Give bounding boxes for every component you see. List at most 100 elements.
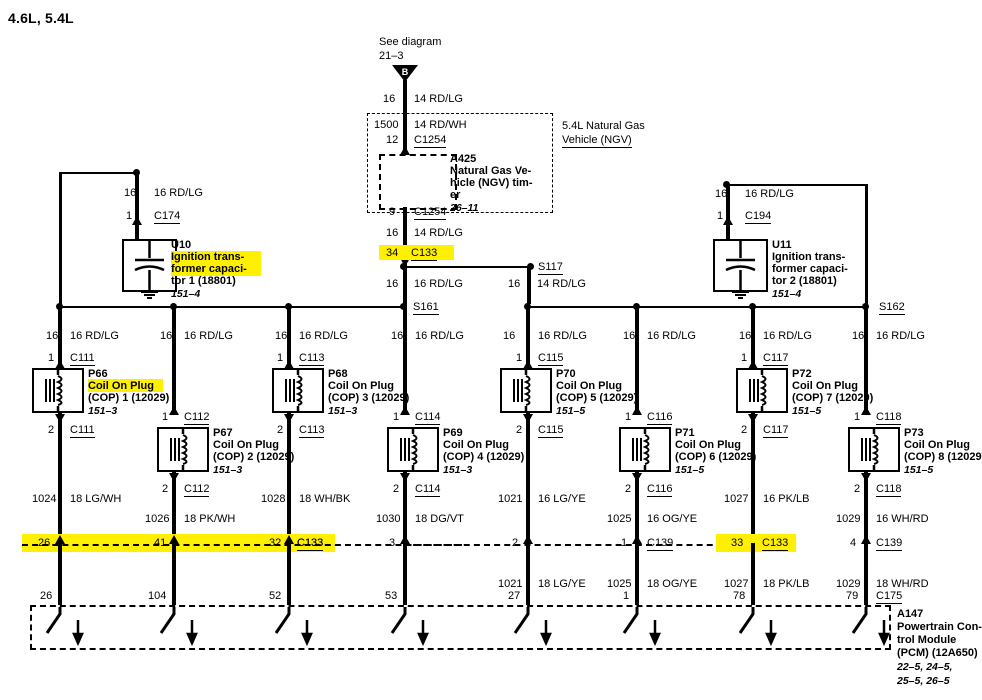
u10-connector: C174 (154, 210, 181, 224)
wire-p66-top (58, 306, 62, 368)
ngv-in-wire: 14 RD/WH (414, 119, 467, 131)
p72-id: P72 (792, 368, 812, 380)
wire-p68-out (287, 413, 291, 543)
ngv-feed-wire: 14 RD/LG (414, 93, 463, 105)
p70-ref: 151–5 (556, 405, 586, 417)
p71-out-circuit: 1025 (607, 513, 632, 525)
arrow-p71-in-icon (632, 406, 642, 415)
p68-top-pin: 1 (277, 352, 284, 364)
p72-desc: (COP) 7 (12029) (792, 392, 874, 404)
wire-p71-top (635, 306, 639, 414)
p73-low-circuit: 1029 (836, 578, 861, 590)
p70-pcm-pin: 27 (508, 590, 521, 602)
p68-mid-pin: 32 (269, 537, 282, 549)
wire-p67-top (172, 306, 176, 414)
p67-bot-connector: C112 (184, 483, 210, 497)
p73-bot-connector: C118 (876, 483, 902, 497)
p73-low-wire: 18 WH/RD (876, 578, 929, 590)
u10-name-1: Ignition trans- (171, 251, 245, 263)
arrow-ngv-out-icon (400, 258, 410, 267)
wire-p71-to-pcm (635, 543, 639, 605)
coil-p67-symbol-icon (170, 427, 188, 472)
p72-out-circuit: 1027 (724, 493, 749, 505)
u11-ref: 151–4 (772, 288, 802, 300)
p66-top-connector: C111 (70, 352, 95, 366)
p68-bot-connector: C113 (299, 424, 325, 438)
p70-id: P70 (556, 368, 576, 380)
u10-ground-bar-2 (144, 294, 155, 296)
p66-out-circuit: 1024 (32, 493, 57, 505)
capacitor-u10-symbol-icon (134, 239, 165, 292)
ngv-in-circuit: 1500 (374, 119, 399, 131)
p70-top-wire: 16 RD/LG (538, 330, 587, 342)
u10-id: U10 (171, 239, 192, 251)
ngv-timer-box (379, 154, 457, 210)
coil-p70-box (500, 368, 552, 413)
p71-low-circuit: 1025 (607, 578, 632, 590)
p73-top-pin: 1 (854, 411, 861, 423)
p71-top-wire: 16 RD/LG (647, 330, 696, 342)
ngv-out-connector: C1254 (414, 206, 447, 220)
ngv-in-pin: 12 (386, 134, 399, 146)
arrow-c139-1-icon (632, 535, 642, 544)
wire-u10-top-bracket (60, 172, 138, 174)
wire-p73-top (864, 306, 868, 414)
connector-line-c133-left (22, 544, 462, 546)
wire-p73-to-pcm (864, 543, 868, 605)
pcm-driver-symbols-icon (45, 607, 890, 647)
p73-out-wire: 16 WH/RD (876, 513, 929, 525)
wire-u11-right-riser (865, 184, 868, 306)
pcm-name-1: Powertrain Con- (897, 621, 982, 633)
wire-p69-out (403, 472, 407, 543)
ngv-feed-circuit: 16 (383, 93, 396, 105)
s117-circuit: 16 (508, 278, 521, 290)
p70-out-wire: 16 LG/YE (538, 493, 586, 505)
p72-bot-pin: 2 (741, 424, 748, 436)
p68-ref: 151–3 (328, 405, 358, 417)
p70-top-circuit: 16 (503, 330, 516, 342)
coil-p66-symbol-icon (45, 368, 63, 413)
p68-out-circuit: 1028 (261, 493, 286, 505)
p69-bot-connector: C114 (415, 483, 441, 497)
pcm-name-2: trol Module (897, 634, 957, 646)
p66-id: P66 (88, 368, 108, 380)
p68-pcm-pin: 52 (269, 590, 282, 602)
p72-name: Coil On Plug (792, 380, 858, 392)
p69-top-pin: 1 (393, 411, 400, 423)
arrow-c133-26-icon (55, 535, 65, 544)
pcm-name-3: (PCM) (12A650) (897, 647, 978, 659)
ngv-in-connector: C1254 (414, 134, 447, 148)
p68-top-connector: C113 (299, 352, 325, 366)
p68-id: P68 (328, 368, 348, 380)
wire-u10-left-riser (59, 172, 62, 307)
p69-top-wire: 16 RD/LG (415, 330, 464, 342)
p67-ref: 151–3 (213, 464, 243, 476)
p66-top-wire: 16 RD/LG (70, 330, 119, 342)
arrow-p67-out-icon (169, 473, 179, 482)
p72-mid-pin: 33 (731, 537, 744, 549)
s117-wire: 14 RD/LG (537, 278, 586, 290)
c133-right-highlight (716, 534, 796, 552)
wire-u11-top-bracket (727, 184, 867, 186)
p71-id: P71 (675, 427, 695, 439)
p69-name: Coil On Plug (443, 439, 509, 451)
p70-mid-pin: 2 (512, 537, 519, 549)
p71-top-connector: C116 (647, 411, 673, 425)
p73-out-circuit: 1029 (836, 513, 861, 525)
wire-p66-to-pcm (58, 543, 62, 605)
p68-top-circuit: 16 (275, 330, 288, 342)
p70-name: Coil On Plug (556, 380, 622, 392)
page-title: 4.6L, 5.4L (8, 10, 74, 26)
arrow-c139-2-icon (523, 535, 533, 544)
wire-bus-right (527, 306, 867, 308)
wire-p68-top (287, 306, 291, 368)
u11-ground-bar-3 (738, 297, 743, 299)
coil-p73-box (848, 427, 900, 472)
u10-ground-bar-1 (141, 291, 158, 293)
p73-mid-pin: 4 (850, 537, 857, 549)
u10-name-2: former capaci- (171, 263, 247, 275)
p73-ref: 151–5 (904, 464, 934, 476)
wire-u10-feed (135, 172, 139, 240)
diagram-reference-triangle-icon (392, 65, 418, 82)
p68-name: Coil On Plug (328, 380, 394, 392)
